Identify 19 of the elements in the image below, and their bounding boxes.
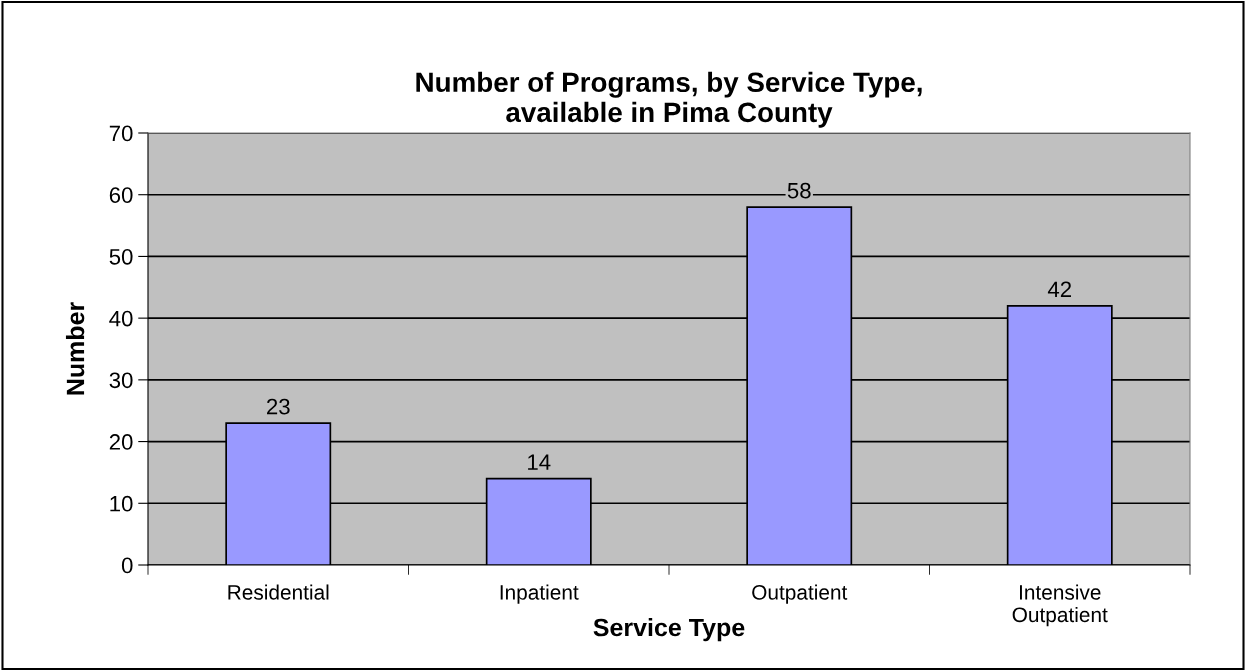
y-tick-label: 20 — [109, 434, 133, 450]
x-tick-label: Outpatient — [752, 584, 848, 604]
y-tick-label: 60 — [109, 187, 133, 203]
x-tick-label: Inpatient — [500, 584, 579, 604]
data-label: 58 — [787, 182, 811, 199]
y-tick-label: 10 — [110, 495, 133, 512]
y-tick-label: 30 — [109, 372, 133, 389]
chart-title: Number of Programs, by Service Type, available in Pima County — [416, 71, 922, 128]
x-tick-label: Intensive Outpatient — [1012, 584, 1108, 627]
y-tick-label: 0 — [121, 557, 133, 574]
x-axis-title: Service Type — [593, 617, 745, 642]
y-axis-title: Number — [65, 302, 85, 395]
y-tick-label: 70 — [109, 125, 133, 142]
data-label: 42 — [1047, 281, 1071, 298]
x-tick-label: Residential — [228, 584, 329, 600]
y-tick-label: 50 — [109, 248, 133, 265]
data-label: 14 — [528, 454, 551, 470]
y-tick-label: 40 — [109, 310, 133, 327]
data-label: 23 — [267, 398, 290, 415]
